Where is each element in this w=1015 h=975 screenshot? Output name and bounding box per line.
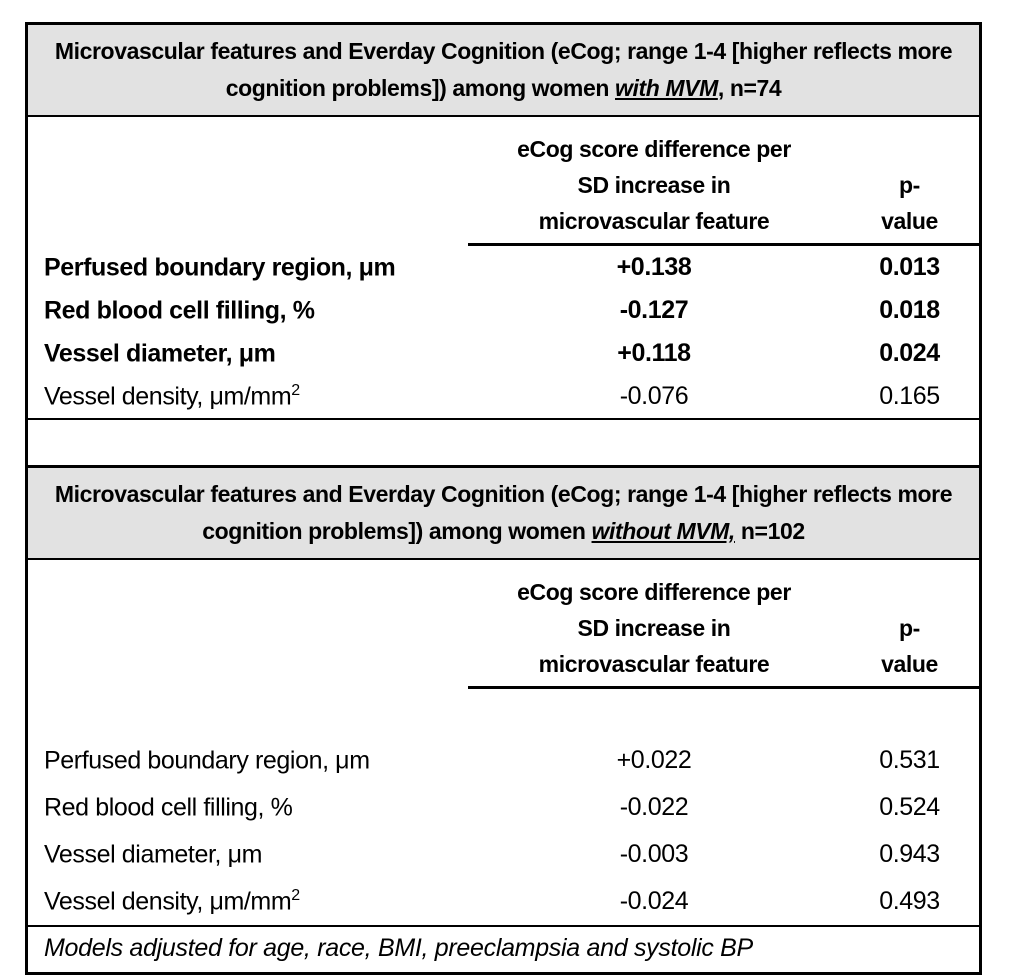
row-p-value: 0.524 [879, 793, 940, 821]
adjustment-footnote: Models adjusted for age, race, BMI, pree… [28, 925, 979, 972]
table-row: Vessel diameter, μm -0.003 0.943 [28, 831, 979, 878]
row-label: Perfused boundary region, μm [44, 746, 370, 775]
table1-title-prefix: Microvascular features and Everday Cogni… [54, 38, 953, 101]
row-label: Vessel diameter, μm [44, 339, 276, 368]
table2-data-rows: Perfused boundary region, μm +0.022 0.53… [28, 737, 979, 925]
between-tables-spacer [28, 418, 979, 465]
row-effect-value: -0.003 [619, 840, 689, 868]
row-p-value: 0.018 [879, 296, 940, 324]
row-label: Red blood cell filling, % [44, 296, 315, 325]
table1-data-rows: Perfused boundary region, μm +0.138 0.01… [28, 246, 979, 418]
table2-title-suffix: n=102 [734, 518, 805, 544]
table-row: Perfused boundary region, μm +0.022 0.53… [28, 737, 979, 784]
row-label: Vessel density, μm/mm2 [44, 886, 300, 916]
table1-title-suffix: , n=74 [717, 75, 782, 101]
table-row: Red blood cell filling, % -0.022 0.524 [28, 784, 979, 831]
results-table-frame: Microvascular features and Everday Cogni… [25, 22, 982, 975]
row-effect-value: -0.024 [619, 887, 689, 915]
row-label: Perfused boundary region, μm [44, 253, 396, 282]
table2-feature-column-header [28, 574, 468, 689]
table2-title-emphasis: without MVM, [591, 518, 736, 544]
table1-feature-column-header [28, 131, 468, 246]
table-row: Red blood cell filling, % -0.127 0.018 [28, 289, 979, 332]
row-effect-value: -0.127 [619, 296, 689, 324]
row-p-value: 0.943 [879, 840, 940, 868]
row-label: Red blood cell filling, % [44, 793, 293, 822]
row-p-value: 0.493 [879, 887, 940, 915]
row-p-value: 0.024 [879, 339, 940, 367]
row-p-value: 0.165 [879, 382, 940, 410]
row-p-value: 0.531 [879, 746, 940, 774]
table1-title-emphasis: with MVM [615, 75, 718, 101]
table1-effect-column-header: eCog score difference per SD increase in… [517, 136, 791, 234]
row-effect-value: -0.022 [619, 793, 689, 821]
row-label: Vessel density, μm/mm2 [44, 381, 300, 411]
table1-column-headers: eCog score difference per SD increase in… [28, 117, 979, 246]
table-row: Vessel density, μm/mm2 -0.024 0.493 [28, 878, 979, 925]
row-effect-value: +0.118 [617, 339, 691, 367]
table2-pvalue-column-header: p- value [881, 615, 938, 677]
table-row: Vessel diameter, μm +0.118 0.024 [28, 332, 979, 375]
table2-header-underline-group: eCog score difference per SD increase in… [468, 574, 979, 689]
row-effect-value: +0.022 [616, 746, 692, 774]
table2-effect-column-header: eCog score difference per SD increase in… [517, 579, 791, 677]
table2-column-headers: eCog score difference per SD increase in… [28, 560, 979, 689]
table2-title-prefix: Microvascular features and Everday Cogni… [54, 481, 953, 544]
table1-title: Microvascular features and Everday Cogni… [28, 25, 979, 117]
row-effect-value: +0.138 [616, 253, 692, 281]
row-label: Vessel diameter, μm [44, 840, 263, 869]
table-row: Vessel density, μm/mm2 -0.076 0.165 [28, 375, 979, 418]
table1-header-underline-group: eCog score difference per SD increase in… [468, 131, 979, 246]
table2-blank-row [28, 689, 979, 737]
table-row: Perfused boundary region, μm +0.138 0.01… [28, 246, 979, 289]
row-effect-value: -0.076 [619, 382, 689, 410]
table2-title: Microvascular features and Everday Cogni… [28, 465, 979, 560]
table1-pvalue-column-header: p- value [881, 172, 938, 234]
row-p-value: 0.013 [879, 253, 940, 281]
